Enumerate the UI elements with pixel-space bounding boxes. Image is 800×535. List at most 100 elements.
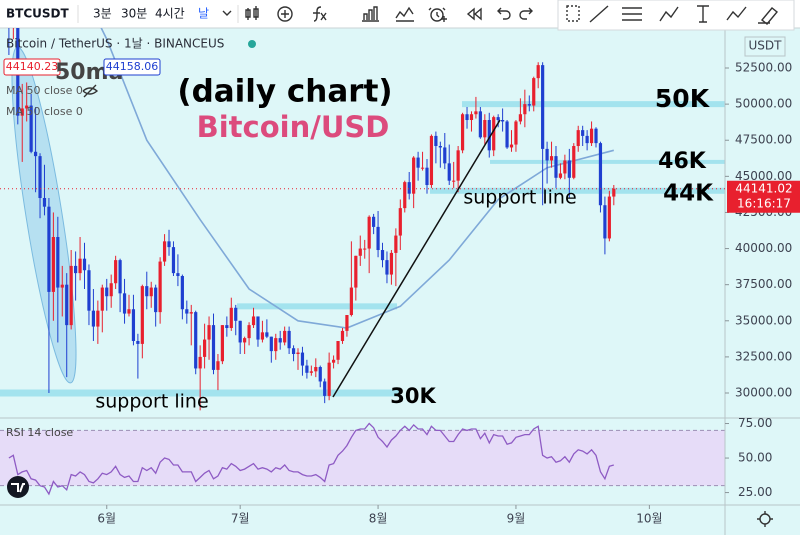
candle-body bbox=[122, 293, 127, 314]
candle-body bbox=[105, 287, 109, 297]
candle-body bbox=[300, 352, 305, 366]
candle-body bbox=[465, 114, 469, 121]
candle-body bbox=[309, 371, 313, 373]
settings-icon-teeth bbox=[757, 511, 773, 527]
logo-mark bbox=[11, 483, 25, 493]
replay-icon[interactable] bbox=[466, 7, 482, 21]
templates-icon[interactable] bbox=[395, 6, 414, 22]
rsi-band bbox=[0, 430, 725, 486]
candle-body bbox=[60, 284, 64, 288]
candle-body bbox=[358, 248, 362, 256]
chart-type-icon[interactable] bbox=[245, 6, 259, 20]
candle-body bbox=[74, 265, 78, 274]
candle-body bbox=[69, 265, 73, 326]
candle-body bbox=[505, 121, 509, 148]
candle-body bbox=[211, 325, 216, 370]
candle-body bbox=[296, 352, 300, 355]
subheading: Bitcoin/USD bbox=[197, 110, 390, 144]
eraser-tool[interactable] bbox=[758, 7, 778, 25]
trend-tool[interactable] bbox=[589, 5, 609, 23]
select-tool[interactable] bbox=[566, 5, 580, 22]
candle-body bbox=[162, 241, 167, 262]
candle-body bbox=[367, 216, 371, 249]
trend-line bbox=[332, 119, 501, 398]
candle-body bbox=[434, 135, 438, 147]
alert-icon[interactable] bbox=[430, 8, 444, 22]
candle-body bbox=[51, 237, 55, 292]
candle-body bbox=[376, 226, 380, 251]
text-tool[interactable] bbox=[697, 5, 709, 23]
ask-box[interactable] bbox=[103, 58, 161, 76]
pattern-tool[interactable] bbox=[659, 6, 679, 22]
candle-body bbox=[603, 205, 607, 239]
brush-tool[interactable] bbox=[726, 6, 747, 21]
support-label: support line bbox=[463, 187, 576, 209]
candle-body bbox=[251, 316, 256, 326]
candle-body bbox=[549, 156, 554, 161]
undo-icon[interactable] bbox=[497, 7, 511, 20]
candle-body bbox=[47, 206, 51, 292]
candle-body bbox=[487, 120, 491, 151]
redo-icon[interactable] bbox=[519, 7, 533, 20]
last-price-box bbox=[727, 180, 800, 213]
compare-icon-plus bbox=[281, 10, 289, 18]
candle-body bbox=[612, 188, 616, 197]
candle-body bbox=[327, 362, 331, 396]
financials-icon[interactable] bbox=[362, 6, 379, 22]
alert-icon-parts bbox=[428, 7, 447, 22]
interval[interactable]: 3분 bbox=[93, 7, 112, 21]
candle-body bbox=[229, 307, 233, 329]
candle-body bbox=[29, 105, 33, 152]
symbol[interactable]: BTCUSDT bbox=[6, 7, 69, 21]
candle-body bbox=[269, 336, 273, 352]
interval[interactable]: 날 bbox=[198, 7, 209, 21]
interval[interactable]: 4시간 bbox=[155, 7, 185, 21]
candle-body bbox=[469, 114, 474, 121]
compare-icon[interactable] bbox=[277, 6, 293, 22]
candle-body bbox=[372, 216, 376, 227]
support-label: support line bbox=[95, 391, 208, 413]
candle-body bbox=[283, 330, 287, 343]
currency-box[interactable] bbox=[744, 36, 786, 57]
candle-body bbox=[452, 180, 456, 182]
candle-body bbox=[385, 260, 389, 275]
candle-body bbox=[336, 341, 340, 360]
candle-body bbox=[416, 157, 420, 168]
candle-body bbox=[523, 104, 527, 115]
candle-body bbox=[131, 309, 136, 342]
candle-body bbox=[140, 286, 144, 344]
candle-body bbox=[380, 250, 385, 261]
candle-body bbox=[394, 235, 398, 253]
bid-box[interactable] bbox=[3, 58, 61, 76]
indicator-label: MA 50 close 0 bbox=[6, 105, 83, 118]
candle-body bbox=[238, 320, 242, 343]
axes: 30000.00 32500.00 35000.00 37500.00 40000.00… bbox=[0, 61, 800, 526]
y-tick-label: 45000.00 bbox=[735, 169, 792, 183]
candle-body bbox=[118, 260, 122, 294]
candle-body bbox=[145, 286, 149, 297]
support-band bbox=[490, 159, 725, 164]
candle-body bbox=[518, 114, 522, 122]
candle-body bbox=[509, 144, 514, 148]
candle-body bbox=[127, 309, 131, 314]
y-tick-label: 50000.00 bbox=[735, 97, 792, 111]
hide-icon[interactable] bbox=[82, 84, 99, 98]
candle-body bbox=[109, 283, 113, 297]
candle-body bbox=[198, 356, 202, 369]
candle-body bbox=[247, 325, 251, 339]
fib-tool[interactable] bbox=[622, 7, 642, 21]
interval[interactable]: 30분 bbox=[121, 7, 147, 21]
dropdown-icon[interactable] bbox=[222, 10, 232, 16]
candle-body bbox=[460, 114, 465, 151]
last-time: 16:16:17 bbox=[737, 196, 791, 210]
candle-body bbox=[234, 307, 238, 321]
indicators-icon[interactable] bbox=[313, 6, 327, 22]
candle-body bbox=[167, 241, 171, 248]
candle-body bbox=[363, 248, 367, 250]
candle-body bbox=[554, 156, 558, 178]
candle-body bbox=[82, 258, 87, 271]
candle-body bbox=[185, 309, 189, 314]
candle-body bbox=[567, 160, 571, 178]
candle-body bbox=[243, 338, 247, 343]
